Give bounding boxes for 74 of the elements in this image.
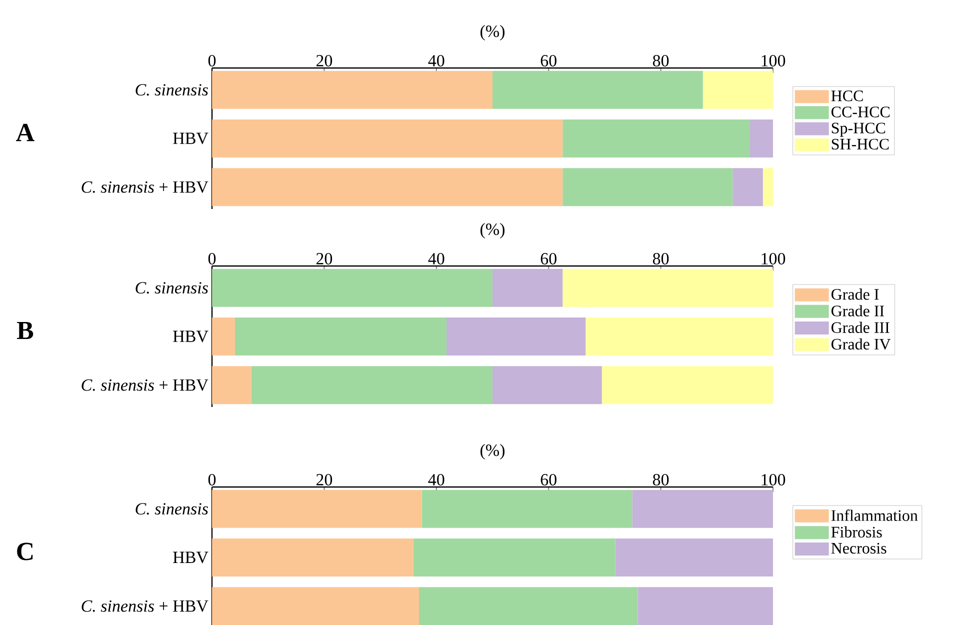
bar	[422, 490, 632, 528]
x-tick-label: 40	[428, 252, 444, 264]
bar	[586, 318, 774, 356]
bar	[212, 587, 420, 625]
legend-label: Fibrosis	[831, 526, 882, 538]
bar	[413, 538, 616, 576]
bar	[212, 120, 563, 158]
x-tick-label: 20	[316, 54, 332, 66]
x-tick-label: 20	[316, 252, 332, 264]
x-tick-label: 100	[762, 252, 786, 264]
legend-label: Inflammation	[831, 510, 918, 521]
legend-label: Sp-HCC	[832, 122, 886, 137]
x-tick-label: 20	[316, 474, 332, 486]
bar	[212, 70, 493, 109]
y-tick-label: C. sinensis	[136, 84, 208, 96]
legend-label: HCC	[831, 90, 863, 102]
x-tick-label: 0	[208, 252, 216, 264]
bar	[615, 538, 774, 576]
bar	[251, 366, 493, 404]
x-axis-title: (%)	[480, 25, 504, 40]
y-tick-label: HBV	[173, 330, 208, 342]
bar	[235, 318, 446, 356]
x-tick-label: 60	[540, 252, 556, 264]
bar	[446, 318, 586, 356]
x-tick-label: 100	[762, 54, 786, 66]
text: B	[16, 322, 34, 340]
y-tick-label: C. sinensis + HBV	[82, 379, 208, 391]
bar	[212, 366, 252, 404]
x-tick-label: 40	[428, 474, 444, 486]
text: C	[17, 542, 33, 560]
bar	[562, 120, 750, 158]
y-tick-label: HBV	[173, 552, 208, 564]
bar	[562, 268, 774, 307]
x-tick-label: 40	[428, 54, 444, 66]
bar	[492, 268, 563, 307]
bar	[638, 587, 774, 625]
bar	[702, 70, 774, 109]
bar	[492, 70, 703, 109]
x-tick-label: 0	[208, 54, 216, 66]
x-tick-label: 80	[652, 474, 669, 486]
x-tick-label: 80	[652, 54, 669, 66]
legend-label: Necrosis	[831, 542, 886, 554]
y-tick-label: C. sinensis	[136, 503, 208, 515]
bar	[632, 490, 774, 528]
legend-label: Grade I	[832, 288, 879, 300]
y-tick-label: C. sinensis	[136, 282, 208, 294]
bar	[212, 538, 414, 576]
bar	[492, 366, 602, 404]
legend-label: CC-HCC	[832, 106, 890, 118]
text: A	[16, 124, 34, 142]
x-tick-label: 100	[762, 474, 786, 486]
legend-label: SH-HCC	[832, 138, 889, 150]
legend-label: Grade II	[832, 305, 884, 316]
x-axis-title: (%)	[480, 223, 504, 238]
bar	[212, 318, 236, 356]
y-tick-label: C. sinensis + HBV	[82, 600, 208, 612]
bar	[212, 268, 493, 307]
x-tick-label: 80	[652, 252, 669, 264]
bar	[750, 120, 774, 158]
x-axis-title: (%)	[480, 444, 504, 460]
legend-label: Grade III	[832, 322, 890, 333]
bar	[419, 587, 638, 625]
x-tick-label: 60	[540, 54, 556, 66]
legend-label: Grade IV	[832, 338, 891, 350]
bar	[562, 168, 733, 206]
y-tick-label: C. sinensis + HBV	[82, 181, 208, 193]
x-tick-label: 0	[208, 474, 216, 486]
bar	[212, 490, 422, 528]
bar	[602, 366, 774, 404]
x-tick-label: 60	[540, 474, 556, 486]
bar	[762, 168, 774, 206]
y-tick-label: HBV	[173, 132, 208, 144]
bar	[732, 168, 763, 206]
bar	[212, 168, 563, 206]
